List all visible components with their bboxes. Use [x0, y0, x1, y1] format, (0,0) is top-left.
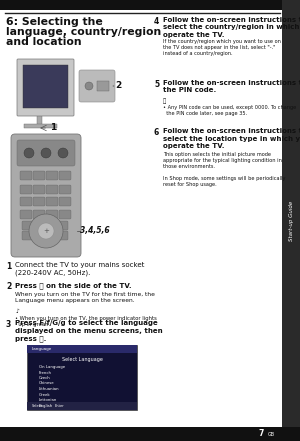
- Text: Connect the TV to your mains socket
(220-240V AC, 50Hz).: Connect the TV to your mains socket (220…: [15, 262, 144, 276]
- FancyBboxPatch shape: [20, 197, 32, 206]
- Text: Press Ⓐ on the side of the TV.: Press Ⓐ on the side of the TV.: [15, 282, 132, 288]
- Bar: [23, 65, 68, 108]
- FancyBboxPatch shape: [17, 59, 74, 116]
- FancyBboxPatch shape: [54, 221, 68, 230]
- Text: 4: 4: [154, 17, 159, 26]
- FancyBboxPatch shape: [22, 221, 36, 230]
- Text: Select: Select: [32, 404, 43, 408]
- Text: When you turn on the TV for the first time, the
Language menu appears on the scr: When you turn on the TV for the first ti…: [15, 292, 155, 303]
- Text: Enter: Enter: [55, 404, 64, 408]
- Text: 1: 1: [50, 123, 56, 132]
- Text: 3,4,5,6: 3,4,5,6: [80, 227, 110, 235]
- Text: Follow the on-screen instructions to set
the PIN code.: Follow the on-screen instructions to set…: [163, 80, 300, 93]
- FancyBboxPatch shape: [33, 210, 45, 219]
- Bar: [282, 0, 300, 441]
- Text: ♪: ♪: [15, 309, 19, 314]
- FancyBboxPatch shape: [46, 197, 58, 206]
- Circle shape: [38, 223, 54, 239]
- FancyBboxPatch shape: [79, 70, 115, 102]
- Text: This option selects the initial picture mode
appropriate for the typical lightin: This option selects the initial picture …: [163, 152, 282, 169]
- Text: If the country/region which you want to use on
the TV does not appear in the lis: If the country/region which you want to …: [163, 39, 281, 56]
- Text: 3: 3: [6, 320, 11, 329]
- FancyBboxPatch shape: [20, 185, 32, 194]
- FancyBboxPatch shape: [38, 221, 52, 230]
- FancyBboxPatch shape: [46, 185, 58, 194]
- Text: language, country/region: language, country/region: [6, 27, 161, 37]
- FancyBboxPatch shape: [59, 197, 71, 206]
- Text: 2: 2: [6, 282, 11, 291]
- FancyBboxPatch shape: [33, 197, 45, 206]
- FancyBboxPatch shape: [20, 210, 32, 219]
- Text: Follow the on-screen instructions to
select the country/region in which you will: Follow the on-screen instructions to sel…: [163, 17, 300, 38]
- FancyBboxPatch shape: [59, 185, 71, 194]
- Text: Greek: Greek: [39, 392, 51, 396]
- Bar: [27, 345, 137, 410]
- FancyBboxPatch shape: [33, 171, 45, 180]
- Bar: [27, 402, 137, 410]
- FancyBboxPatch shape: [46, 210, 58, 219]
- FancyBboxPatch shape: [17, 140, 75, 166]
- Text: • Any PIN code can be used, except 0000. To change
  the PIN code later, see pag: • Any PIN code can be used, except 0000.…: [163, 105, 296, 116]
- Bar: [37, 115, 42, 125]
- Text: Start-up Guide: Start-up Guide: [289, 200, 293, 241]
- FancyBboxPatch shape: [20, 171, 32, 180]
- FancyBboxPatch shape: [46, 171, 58, 180]
- Circle shape: [85, 82, 93, 90]
- Circle shape: [24, 148, 34, 158]
- Text: 1: 1: [6, 262, 11, 271]
- Text: ⓔ: ⓔ: [163, 98, 166, 104]
- FancyBboxPatch shape: [33, 185, 45, 194]
- Text: Lithuanian: Lithuanian: [39, 387, 60, 391]
- FancyBboxPatch shape: [59, 210, 71, 219]
- Text: Select Language: Select Language: [61, 358, 102, 363]
- Text: 5: 5: [154, 80, 159, 89]
- Text: 2: 2: [115, 82, 121, 90]
- FancyBboxPatch shape: [38, 231, 52, 240]
- Circle shape: [41, 148, 51, 158]
- Text: GB: GB: [268, 431, 275, 437]
- FancyBboxPatch shape: [22, 231, 36, 240]
- Text: and location: and location: [6, 37, 82, 47]
- Bar: [23, 124, 56, 128]
- Text: 7: 7: [259, 430, 264, 438]
- Text: Lettonian: Lettonian: [39, 398, 57, 402]
- Text: Czech: Czech: [39, 376, 51, 380]
- Text: English: English: [39, 404, 53, 407]
- FancyBboxPatch shape: [54, 231, 68, 240]
- FancyBboxPatch shape: [59, 171, 71, 180]
- Text: Follow the on-screen instructions to
select the location type in which you will
: Follow the on-screen instructions to sel…: [163, 128, 300, 149]
- Text: French: French: [39, 370, 52, 374]
- Circle shape: [29, 214, 63, 248]
- Circle shape: [58, 148, 68, 158]
- Text: 6: Selecting the: 6: Selecting the: [6, 17, 103, 27]
- Bar: [0, 0, 300, 10]
- Text: In Shop mode, some settings will be periodically
reset for Shop usage.: In Shop mode, some settings will be peri…: [163, 176, 286, 187]
- Text: +: +: [43, 228, 49, 234]
- Text: 6: 6: [154, 128, 159, 137]
- Text: Chinese: Chinese: [39, 381, 55, 385]
- Text: Press F/f/G/g to select the language
displayed on the menu screens, then
press Ⓐ: Press F/f/G/g to select the language dis…: [15, 320, 163, 342]
- Text: Language: Language: [32, 347, 52, 351]
- FancyBboxPatch shape: [11, 134, 81, 257]
- Text: On Language: On Language: [39, 365, 65, 369]
- Bar: [97, 81, 109, 91]
- Bar: [37, 404, 102, 409]
- Text: • When you turn on the TV, the power indicator lights
  up in green.: • When you turn on the TV, the power ind…: [15, 316, 157, 327]
- Bar: [27, 345, 137, 353]
- Bar: [0, 427, 300, 441]
